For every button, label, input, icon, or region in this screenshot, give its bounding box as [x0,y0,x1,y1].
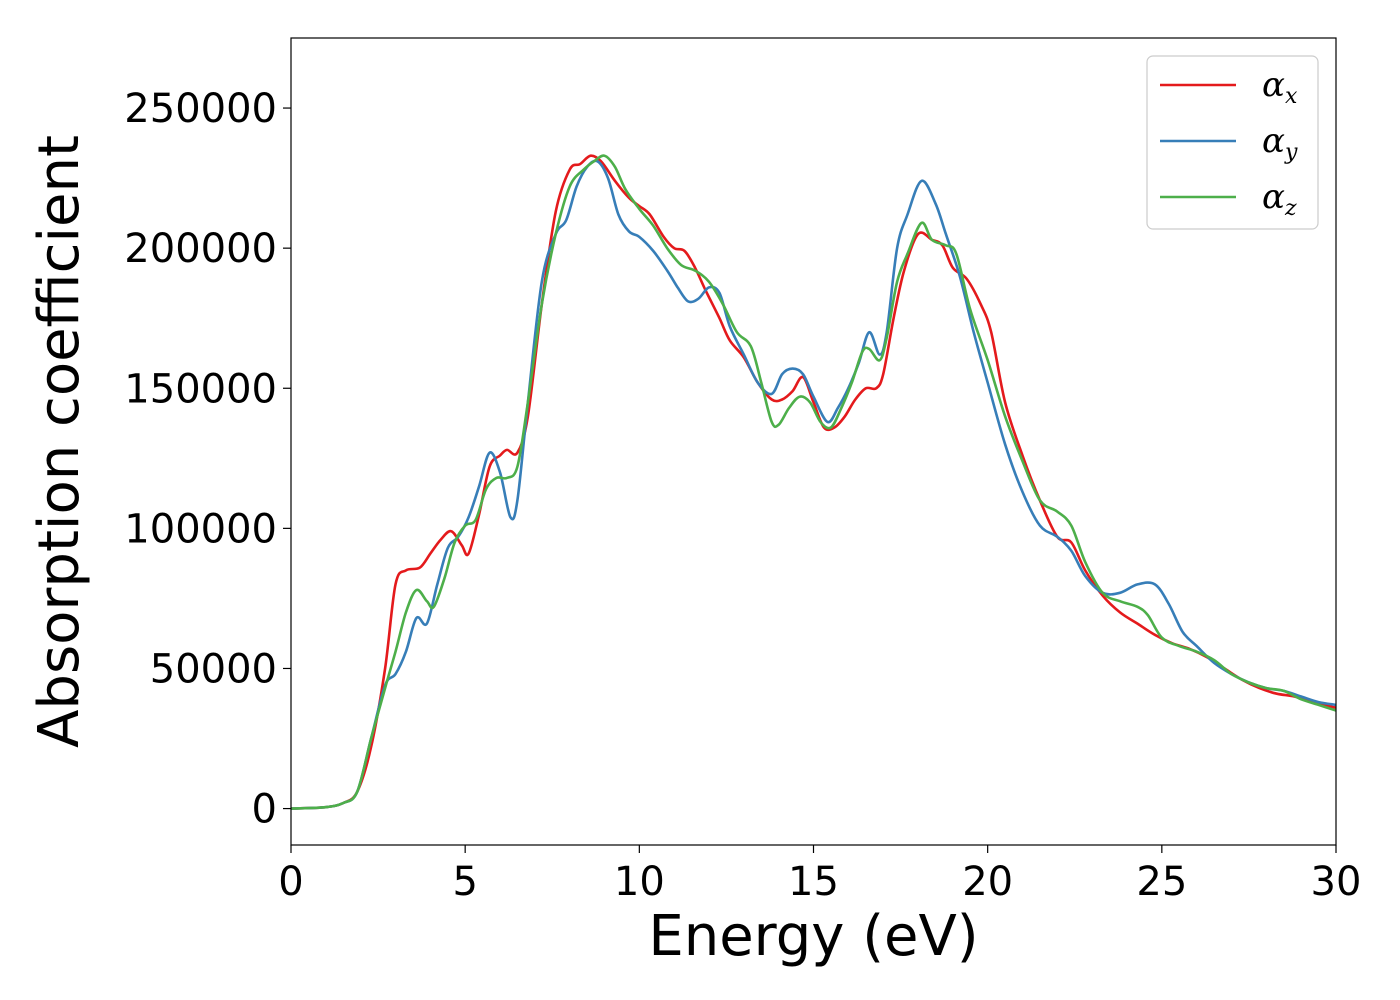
y-axis: 0 50000 100000 150000 200000 250000 [124,86,291,833]
series-alpha-y-line [291,159,1336,810]
x-tick-label: 20 [962,859,1013,905]
x-tick-label: 30 [1311,859,1362,905]
y-tick-label: 250000 [124,86,277,132]
y-tick-label: 0 [252,787,277,833]
y-tick-label: 100000 [124,506,277,552]
legend-label: αx [1262,65,1298,109]
x-axis: 0 5 10 15 20 25 30 [278,845,1361,905]
legend-symbol: α [1262,121,1285,161]
y-axis-title: Absorption coefficient [27,135,92,748]
legend-symbol: α [1262,177,1285,217]
x-tick-label: 10 [614,859,665,905]
y-tick-label: 150000 [124,366,277,412]
x-tick-label: 0 [278,859,303,905]
y-tick-label: 200000 [124,226,277,272]
legend-box [1146,55,1319,230]
legend-symbol: α [1262,65,1285,105]
legend-label: αy [1262,121,1298,165]
x-tick-label: 5 [452,859,477,905]
legend-subscript: z [1284,196,1297,221]
legend-entry-alpha-x: αx [1160,65,1298,109]
x-tick-label: 25 [1136,859,1187,905]
series-layer [291,154,1336,810]
series-alpha-z-line [291,154,1336,810]
legend-entry-alpha-y: αy [1160,121,1298,165]
legend-label: αz [1262,177,1297,221]
x-axis-title: Energy (eV) [648,904,978,969]
y-tick-label: 50000 [150,646,277,692]
legend-entry-alpha-z: αz [1160,177,1297,221]
legend-subscript: y [1284,140,1298,165]
x-tick-label: 15 [788,859,839,905]
legend-subscript: x [1285,84,1298,109]
